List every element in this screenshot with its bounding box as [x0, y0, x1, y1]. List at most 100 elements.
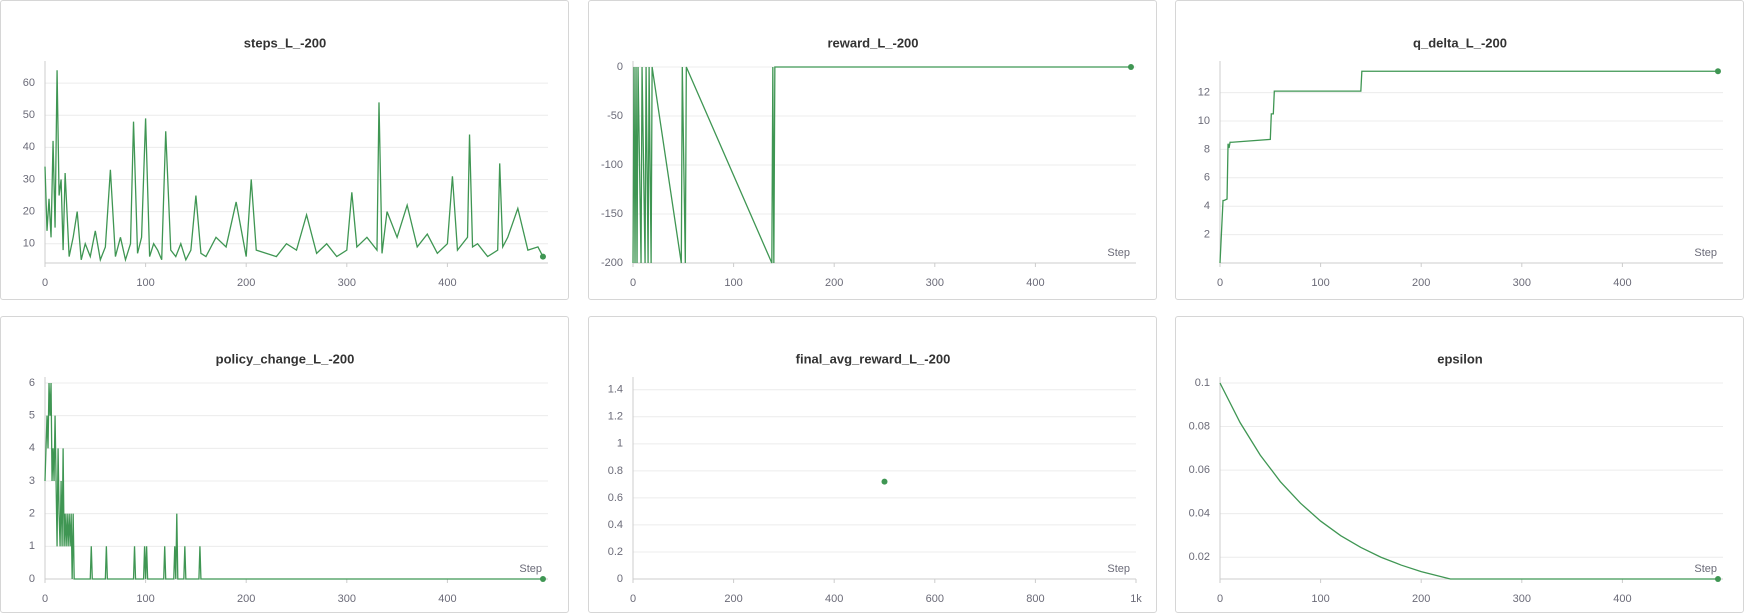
x-tick-label: 800	[1026, 593, 1044, 605]
y-tick-label: 2	[29, 508, 35, 520]
y-tick-label: 0.08	[1189, 420, 1210, 432]
y-tick-label: 0	[29, 573, 35, 585]
y-tick-label: 30	[23, 173, 35, 185]
x-tick-label: 200	[724, 593, 742, 605]
y-tick-label: 12	[1198, 86, 1210, 98]
chart-title: policy_change_L_-200	[216, 351, 355, 366]
y-tick-label: 0.1	[1195, 377, 1210, 389]
x-tick-label: 300	[926, 277, 944, 289]
x-tick-label: 300	[338, 277, 356, 289]
x-tick-label: 100	[724, 277, 742, 289]
chart: policy_change_L_-200 0 1 2 3 4 5 6 0 100 200 300 400…	[29, 351, 548, 605]
x-axis-label: Step	[1107, 563, 1130, 575]
x-tick-label: 400	[438, 593, 456, 605]
x-tick-label: 400	[1026, 277, 1044, 289]
y-tick-label: 0.4	[608, 519, 623, 531]
chart-panel: q_delta_L_-200 2 4 6 8 10 12 0 100 200 300 400 Step	[1175, 0, 1744, 300]
y-tick-label: -100	[601, 159, 623, 171]
x-tick-label: 100	[1311, 277, 1329, 289]
end-point	[1127, 64, 1134, 70]
y-tick-label: 1	[29, 540, 35, 552]
y-tick-label: 20	[23, 205, 35, 217]
y-tick-label: 0	[617, 61, 623, 73]
x-axis-label: Step	[519, 563, 542, 575]
x-tick-label: 0	[42, 277, 48, 289]
x-tick-label: 0	[1217, 593, 1223, 605]
y-tick-label: 6	[29, 377, 35, 389]
chart-title: q_delta_L_-200	[1413, 35, 1507, 50]
data-point	[881, 478, 888, 485]
x-axis-label: Step	[1694, 563, 1717, 575]
x-axis-label: Step	[1694, 247, 1717, 259]
y-tick-label: 10	[23, 238, 35, 250]
x-tick-label: 0	[630, 593, 636, 605]
x-tick-label: 200	[237, 277, 255, 289]
x-tick-label: 300	[1513, 277, 1531, 289]
y-tick-label: 50	[23, 109, 35, 121]
x-tick-label: 0	[42, 593, 48, 605]
x-tick-label: 200	[237, 593, 255, 605]
chart-title: epsilon	[1437, 351, 1483, 366]
y-tick-label: 40	[23, 141, 35, 153]
chart-panel: steps_L_-200 10 20 30 40 50 60 0 100 200 300 400	[0, 0, 569, 300]
chart: epsilon 0.02 0.04 0.06 0.08 0.1 0 100 200 300 400 S…	[1189, 351, 1723, 605]
chart-title: steps_L_-200	[244, 35, 326, 50]
x-tick-label: 0	[630, 277, 636, 289]
y-tick-label: 0.6	[608, 492, 623, 504]
y-tick-label: 1.2	[608, 411, 623, 423]
x-tick-label: 100	[1311, 593, 1329, 605]
end-point	[539, 253, 546, 260]
x-tick-label: 400	[825, 593, 843, 605]
y-tick-label: 6	[1204, 172, 1210, 184]
data-line	[1219, 70, 1718, 264]
y-tick-label: 0.02	[1189, 551, 1210, 563]
x-axis-label: Step	[1107, 247, 1130, 259]
y-tick-label: 5	[29, 410, 35, 422]
chart-panel: reward_L_-200 -200 -150 -100 -50 0 0 100 200 300 4…	[588, 0, 1157, 300]
chart: steps_L_-200 10 20 30 40 50 60 0 100 200 300 400	[23, 35, 548, 289]
x-tick-label: 600	[926, 593, 944, 605]
y-tick-label: 0	[617, 573, 623, 585]
y-tick-label: 0.04	[1189, 508, 1210, 520]
x-tick-label: 400	[438, 277, 456, 289]
chart: reward_L_-200 -200 -150 -100 -50 0 0 100 200 300 4…	[601, 35, 1136, 289]
end-point	[1714, 576, 1721, 582]
chart-title: final_avg_reward_L_-200	[796, 351, 951, 366]
x-tick-label: 0	[1217, 277, 1223, 289]
end-point	[539, 576, 546, 582]
y-tick-label: 3	[29, 475, 35, 487]
y-tick-label: 60	[23, 77, 35, 89]
chart: final_avg_reward_L_-200 0 0.2 0.4 0.6 0.8 1 1.2…	[608, 351, 1143, 605]
y-tick-label: 4	[29, 442, 35, 454]
y-tick-label: 1	[617, 438, 623, 450]
x-tick-label: 1k	[1130, 593, 1142, 605]
y-tick-label: 0.8	[608, 465, 623, 477]
chart-panel: epsilon 0.02 0.04 0.06 0.08 0.1 0 100 200 300 400 S…	[1175, 316, 1744, 613]
data-line	[44, 382, 543, 580]
x-tick-label: 300	[1513, 593, 1531, 605]
x-tick-label: 400	[1613, 277, 1631, 289]
y-tick-label: -50	[607, 110, 623, 122]
x-tick-label: 200	[825, 277, 843, 289]
chart-title: reward_L_-200	[827, 35, 918, 50]
y-tick-label: 0.06	[1189, 464, 1210, 476]
end-point	[1714, 68, 1721, 75]
x-tick-label: 200	[1412, 593, 1430, 605]
data-line	[44, 70, 544, 263]
data-line	[1219, 382, 1718, 580]
chart-panel: final_avg_reward_L_-200 0 0.2 0.4 0.6 0.8 1 1.2…	[588, 316, 1157, 613]
x-tick-label: 100	[136, 277, 154, 289]
x-tick-label: 300	[338, 593, 356, 605]
y-tick-label: 0.2	[608, 546, 623, 558]
y-tick-label: -150	[601, 208, 623, 220]
y-tick-label: -200	[601, 257, 623, 269]
data-line	[632, 66, 1131, 264]
y-tick-label: 10	[1198, 115, 1210, 127]
x-tick-label: 100	[136, 593, 154, 605]
y-tick-label: 1.4	[608, 384, 623, 396]
y-tick-label: 2	[1204, 229, 1210, 241]
y-tick-label: 8	[1204, 143, 1210, 155]
x-tick-label: 200	[1412, 277, 1430, 289]
x-tick-label: 400	[1613, 593, 1631, 605]
